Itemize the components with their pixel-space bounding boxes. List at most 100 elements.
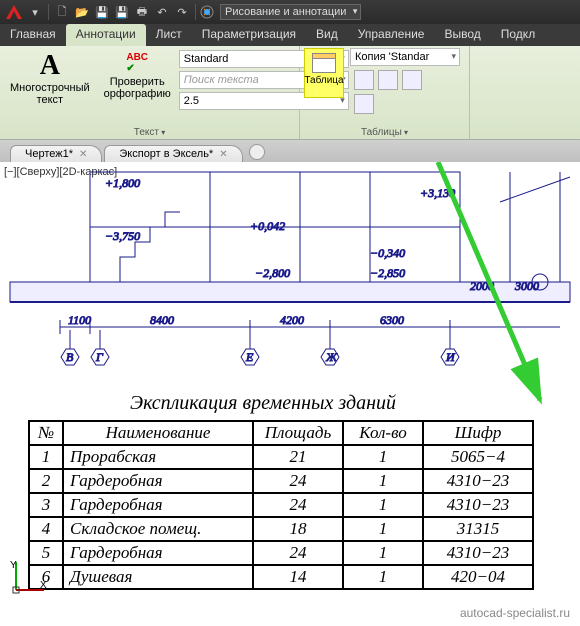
new-tab-button[interactable] (249, 144, 265, 160)
svg-text:Е: Е (245, 350, 254, 364)
mtext-icon: A (40, 52, 60, 80)
close-icon[interactable]: ✕ (219, 149, 227, 160)
qat-new-icon[interactable]: 🗋 (53, 3, 71, 21)
ribbon-tab-annotations[interactable]: Аннотации (66, 24, 146, 46)
app-logo (4, 2, 24, 22)
table-cell: 21 (253, 445, 343, 469)
ribbon-tab-manage[interactable]: Управление (348, 24, 435, 46)
extract-data-icon[interactable] (354, 70, 374, 90)
table-cell: 4 (29, 517, 63, 541)
table-cell: Гардеробная (63, 469, 253, 493)
ribbon-tab-plugins[interactable]: Подкл (491, 24, 545, 46)
spellcheck-button[interactable]: ABC✔ Проверить орфографию (98, 48, 177, 110)
doc-tab[interactable]: Экспорт в Эксель* ✕ (104, 145, 242, 162)
qat-open-icon[interactable]: 📂 (73, 3, 91, 21)
table-cell: 1 (343, 469, 423, 493)
data-table: №НаименованиеПлощадьКол-воШифр 1Прорабск… (28, 420, 534, 590)
table-cell: 4310−23 (423, 541, 533, 565)
svg-text:+0,042: +0,042 (250, 219, 285, 233)
svg-text:2000: 2000 (470, 279, 494, 293)
qat-redo-icon[interactable]: ↷ (173, 3, 191, 21)
ribbon-tab-parametric[interactable]: Параметризация (192, 24, 306, 46)
table-cell: 1 (343, 445, 423, 469)
ucs-icon: Y X (8, 558, 48, 598)
svg-text:В: В (66, 350, 74, 364)
doc-tab[interactable]: Чертеж1* ✕ (10, 145, 102, 162)
mtext-label: Многострочный текст (10, 82, 90, 106)
mtext-button[interactable]: A Многострочный текст (4, 48, 96, 110)
download-icon[interactable] (402, 70, 422, 90)
table-cell: 1 (343, 541, 423, 565)
table-row: 3Гардеробная2414310−23 (29, 493, 533, 517)
table-header: Шифр (423, 421, 533, 445)
watermark: autocad-specialist.ru (460, 606, 570, 620)
svg-text:Ж: Ж (325, 350, 338, 364)
svg-text:8400: 8400 (150, 313, 174, 327)
qat-save-icon[interactable]: 💾 (93, 3, 111, 21)
svg-text:−2,800: −2,800 (255, 266, 290, 280)
table-cell: 24 (253, 469, 343, 493)
svg-text:X: X (40, 580, 47, 591)
spellcheck-label: Проверить орфографию (104, 76, 171, 100)
panel-label-text[interactable]: Текст (0, 127, 299, 138)
drawing-area[interactable]: [−][Сверху][2D-каркас] 1100 8400 4200 (0, 162, 580, 626)
table-title: Экспликация временных зданий (130, 392, 396, 415)
table-cell: 1 (343, 565, 423, 589)
svg-text:3000: 3000 (514, 279, 539, 293)
svg-text:−2,850: −2,850 (370, 266, 405, 280)
table-cell: Душевая (63, 565, 253, 589)
table-row: 6Душевая141420−04 (29, 565, 533, 589)
table-cell: 1 (343, 493, 423, 517)
qat-new-icon[interactable]: ▾ (26, 3, 44, 21)
workspace-dropdown[interactable]: Рисование и аннотации (220, 4, 361, 20)
table-header: Наименование (63, 421, 253, 445)
qat-saveas-icon[interactable]: 💾 (113, 3, 131, 21)
table-row: 2Гардеробная2414310−23 (29, 469, 533, 493)
spellcheck-icon: ABC✔ (126, 52, 148, 74)
export-icon[interactable] (354, 94, 374, 114)
svg-text:И: И (445, 350, 456, 364)
table-header: Кол-во (343, 421, 423, 445)
svg-text:4200: 4200 (280, 313, 304, 327)
table-cell: 18 (253, 517, 343, 541)
ribbon-tab-view[interactable]: Вид (306, 24, 348, 46)
table-cell: 2 (29, 469, 63, 493)
ribbon-tab-output[interactable]: Вывод (434, 24, 490, 46)
table-cell: 4310−23 (423, 493, 533, 517)
doc-tab-label: Экспорт в Эксель* (119, 148, 213, 160)
table-cell: 1 (343, 517, 423, 541)
table-cell: Гардеробная (63, 541, 253, 565)
close-icon[interactable]: ✕ (79, 149, 87, 160)
ribbon-tab-home[interactable]: Главная (0, 24, 66, 46)
table-cell: Гардеробная (63, 493, 253, 517)
table-cell: 1 (29, 445, 63, 469)
table-row: 4Складское помещ.18131315 (29, 517, 533, 541)
svg-text:Г: Г (95, 350, 104, 364)
table-button[interactable]: Таблица (304, 48, 344, 98)
ribbon-panel: A Многострочный текст ABC✔ Проверить орф… (0, 46, 580, 140)
svg-text:−0,340: −0,340 (370, 246, 405, 260)
table-row: 5Гардеробная2414310−23 (29, 541, 533, 565)
document-tabs: Чертеж1* ✕ Экспорт в Эксель* ✕ (0, 140, 580, 162)
table-cell: 14 (253, 565, 343, 589)
svg-text:+3,130: +3,130 (420, 186, 455, 200)
qat-undo-icon[interactable]: ↶ (153, 3, 171, 21)
table-cell: 4310−23 (423, 469, 533, 493)
table-header: № (29, 421, 63, 445)
table-style-dropdown[interactable]: Копия 'Standar (350, 48, 460, 66)
qat-print-icon[interactable]: 🖶 (133, 3, 151, 21)
ribbon-tabs: Главная Аннотации Лист Параметризация Ви… (0, 24, 580, 46)
table-cell: 31315 (423, 517, 533, 541)
table-cell: 24 (253, 493, 343, 517)
link-data-icon[interactable] (378, 70, 398, 90)
svg-text:−3,750: −3,750 (105, 229, 140, 243)
svg-text:6300: 6300 (380, 313, 404, 327)
doc-tab-label: Чертеж1* (25, 148, 73, 160)
quick-access-toolbar: ▾ 🗋 📂 💾 💾 🖶 ↶ ↷ Рисование и аннотации (0, 0, 580, 24)
ribbon-tab-layout[interactable]: Лист (146, 24, 192, 46)
panel-label-tables[interactable]: Таблицы (300, 127, 469, 138)
table-cell: 420−04 (423, 565, 533, 589)
table-cell: 5065−4 (423, 445, 533, 469)
drawing-section: 1100 8400 4200 6300 2000 3000 +1,800 −3,… (0, 162, 580, 392)
table-row: 1Прорабская2115065−4 (29, 445, 533, 469)
